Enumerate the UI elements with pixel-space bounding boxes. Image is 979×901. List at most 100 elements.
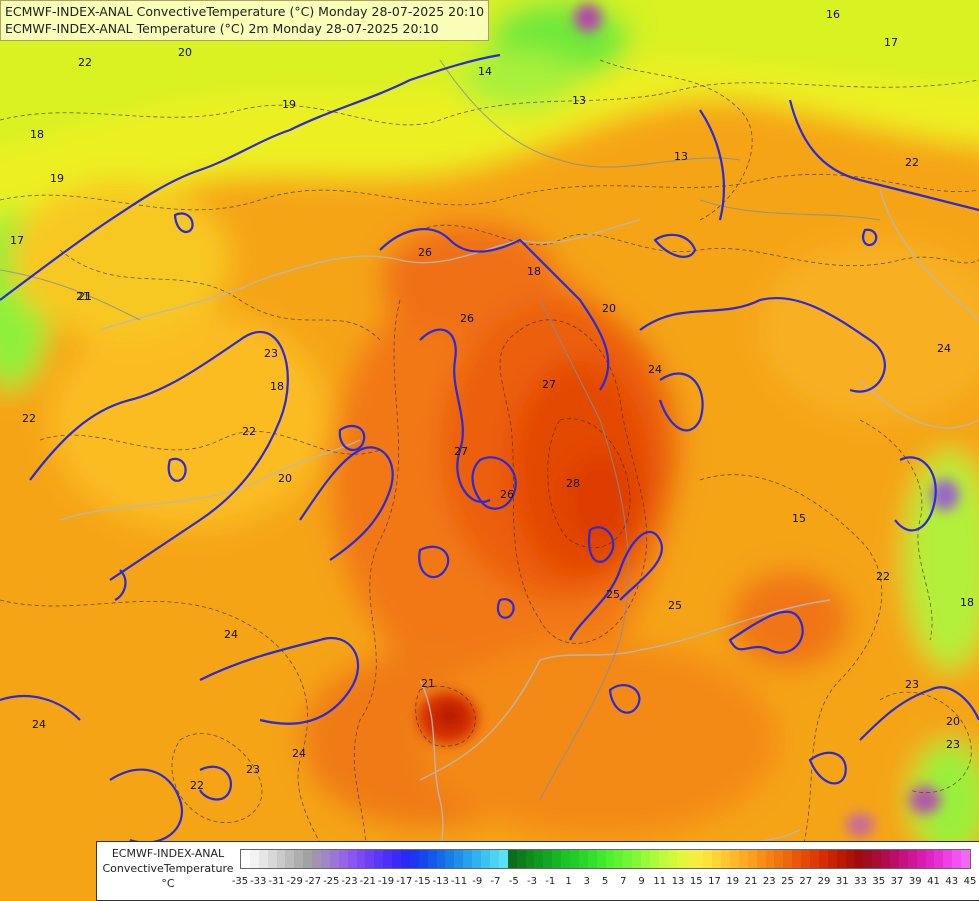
legend-swatch [338,850,348,868]
contour-label: 22 [905,156,919,169]
legend-swatch [321,850,330,868]
contour-label: 19 [50,172,64,185]
legend-swatch [801,850,810,868]
legend-tick-label: 17 [708,876,721,887]
contour-label: 13 [572,94,586,107]
legend-swatch [952,850,962,868]
contour-label: 20 [946,715,960,728]
legend-swatch [463,850,473,868]
legend-swatch [401,850,410,868]
legend-tick-label: -33 [250,876,267,887]
legend-tick-label: 29 [817,876,831,887]
contour-label: 24 [937,342,951,355]
legend-tick-label: -17 [396,876,413,887]
legend-tick-label: 15 [689,876,703,887]
contour-labels: 22 20 19 18 19 17 21 23 18 22 20 24 24 23 22 24 26 26 18 20… [10,8,974,792]
legend-swatch [818,850,828,868]
legend-swatch [783,850,793,868]
legend-swatch [392,850,402,868]
legend-swatch [427,850,437,868]
legend-swatch [418,850,428,868]
map-title-box: ECMWF-INDEX-ANAL ConvectiveTemperature (… [0,0,490,41]
legend-swatch [356,850,366,868]
contour-label: 18 [30,128,44,141]
contour-label: 21 [76,290,90,303]
legend-swatch [507,850,517,868]
contour-label: 25 [606,588,620,601]
legend-swatch [249,850,259,868]
temperature-isolines [0,59,979,881]
legend-swatch [872,850,882,868]
legend-tick-label: 7 [620,876,627,887]
legend-swatch [881,850,891,868]
legend-swatch [641,850,650,868]
legend-tick-label: 27 [799,876,813,887]
legend-tick-label: 1 [565,876,572,887]
contour-label: 23 [246,763,260,776]
contour-label: 27 [542,378,556,391]
legend-swatch [578,850,588,868]
contour-label: 22 [190,779,204,792]
legend-tick-label: -15 [414,876,431,887]
legend-swatch [383,850,393,868]
legend-tick-label: -19 [377,876,395,887]
legend-tick-label: 25 [781,876,794,887]
legend-swatch [738,850,748,868]
legend-swatch [303,850,313,868]
legend-swatch [863,850,873,868]
legend-swatch [543,850,553,868]
contour-label: 24 [224,628,238,641]
contour-label: 14 [478,65,492,78]
contour-label: 18 [527,265,541,278]
legend-tick-label: 3 [583,876,590,887]
legend-swatch [961,850,971,868]
legend-tick-label: -3 [527,876,537,887]
legend-swatch [810,850,819,868]
contour-label: 20 [602,302,616,315]
legend-tick-label: 35 [872,876,886,887]
legend-swatch [854,850,864,868]
legend-tick-label: -9 [472,876,483,887]
legend-swatch [836,850,846,868]
contour-label: 18 [270,380,284,393]
contour-label: 17 [10,234,24,247]
title-convective: ECMWF-INDEX-ANAL ConvectiveTemperature (… [5,4,485,19]
legend-tick-label: -5 [508,876,519,887]
legend-swatch [472,850,482,868]
legend-tick-label: -29 [286,876,303,887]
contour-label: 26 [460,312,474,325]
legend-tick-label: 11 [653,876,667,887]
legend-tick-label: -11 [450,876,468,887]
legend-swatch [898,850,908,868]
legend-swatch [943,850,953,868]
legend-swatch [374,850,384,868]
legend-tick-label: 9 [638,876,645,887]
color-ramp [240,849,971,869]
legend-swatch [596,850,606,868]
legend-swatch [712,850,722,868]
title-temperature-2m: ECMWF-INDEX-ANAL Temperature (°C) 2m Mon… [5,21,439,36]
contour-label: 24 [292,747,306,760]
legend-tick-label: 23 [762,876,776,887]
legend-swatch [934,850,944,868]
legend-swatch [774,850,784,868]
contour-label: 24 [32,718,46,731]
legend-swatch [365,850,375,868]
legend-swatch [721,850,730,868]
contour-label: 23 [264,347,278,360]
contour-label: 22 [22,412,36,425]
contour-label: 25 [668,599,682,612]
legend-swatch [916,850,926,868]
legend-unit: °C [161,877,175,890]
contour-label: 23 [905,678,919,691]
legend-swatch [685,850,695,868]
legend-swatch [667,850,677,868]
legend-swatch [569,850,579,868]
contour-label: 26 [500,488,514,501]
legend-swatch [267,850,277,868]
contour-label: 22 [876,570,890,583]
legend-swatch [534,850,544,868]
legend-swatch [649,850,659,868]
legend-swatch [329,850,339,868]
